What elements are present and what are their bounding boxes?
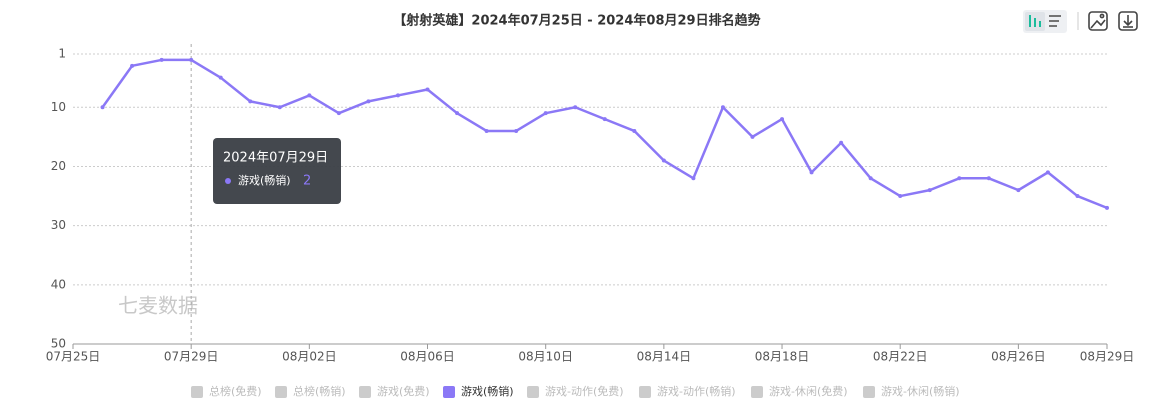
legend-swatch [443, 386, 455, 398]
tooltip-title: 2024年07月29日 [223, 151, 328, 166]
tooltip-value: 2 [303, 174, 311, 189]
point [336, 111, 341, 116]
toolbar [1023, 10, 1138, 33]
legend-item[interactable]: 游戏(免费) [359, 384, 430, 398]
point [159, 57, 164, 62]
point [100, 105, 105, 110]
save-image-button[interactable] [1088, 11, 1108, 31]
point [720, 105, 725, 110]
point [1016, 188, 1021, 193]
legend-label: 游戏-动作(免费) [545, 384, 624, 398]
point [514, 128, 519, 133]
y-tick-label: 20 [51, 159, 66, 173]
point [455, 111, 460, 116]
point [691, 176, 696, 181]
legend-label: 总榜(免费) [209, 384, 262, 398]
x-tick-label: 08月10日 [518, 350, 573, 364]
tooltip-series-name: 游戏(畅销) [238, 173, 291, 187]
chart-title: 【射射英雄】2024年07月25日 - 2024年08月29日排名趋势 [393, 13, 760, 29]
tooltip-box [213, 138, 341, 204]
legend-item[interactable]: 总榜(畅销) [275, 384, 346, 398]
point [839, 140, 844, 145]
x-tick-label: 08月18日 [755, 350, 810, 364]
list-view-button[interactable] [1049, 15, 1061, 27]
point [543, 111, 548, 116]
legend-swatch [863, 386, 875, 398]
point [425, 87, 430, 92]
point [898, 194, 903, 199]
legend-label: 游戏-动作(畅销) [657, 384, 736, 398]
legend-item[interactable]: 总榜(免费) [191, 384, 262, 398]
point [307, 93, 312, 98]
point [1045, 170, 1050, 175]
y-tick-label: 30 [51, 218, 66, 232]
legend-label: 总榜(畅销) [293, 384, 346, 398]
legend-label: 游戏(免费) [377, 384, 430, 398]
legend-swatch [527, 386, 539, 398]
point [927, 188, 932, 193]
x-tick-label: 08月22日 [873, 350, 928, 364]
point [1105, 205, 1109, 210]
legend-swatch [191, 386, 203, 398]
point [366, 99, 371, 104]
x-tick-label: 08月29日 [1080, 350, 1135, 364]
point [1075, 194, 1080, 199]
x-tick-label: 08月14日 [637, 350, 692, 364]
y-tick-label: 50 [51, 337, 66, 351]
point [750, 134, 755, 139]
legend-swatch [639, 386, 651, 398]
x-tick-label: 07月25日 [46, 350, 101, 364]
point [661, 158, 666, 163]
x-tick-label: 08月26日 [991, 350, 1046, 364]
x-tick-label: 08月02日 [282, 350, 337, 364]
legend-item[interactable]: 游戏(畅销) [443, 384, 514, 398]
legend-swatch [359, 386, 371, 398]
x-tick-label: 08月06日 [400, 350, 455, 364]
legend-item[interactable]: 游戏-动作(免费) [527, 384, 624, 398]
point [218, 75, 223, 80]
point [189, 57, 194, 62]
point [130, 63, 135, 68]
tooltip-marker [225, 178, 231, 184]
point [780, 117, 785, 122]
x-tick-label: 07月29日 [164, 350, 219, 364]
point [868, 176, 873, 181]
point [957, 176, 962, 181]
point [986, 176, 991, 181]
legend-item[interactable]: 游戏-休闲(畅销) [863, 384, 960, 398]
y-tick-label: 1 [58, 47, 66, 61]
point [809, 170, 814, 175]
point [248, 99, 253, 104]
legend-item[interactable]: 游戏-动作(畅销) [639, 384, 736, 398]
legend-label: 游戏-休闲(免费) [769, 384, 848, 398]
legend-label: 游戏-休闲(畅销) [881, 384, 960, 398]
legend-label: 游戏(畅销) [461, 384, 514, 398]
point [277, 105, 282, 110]
y-tick-label: 40 [51, 277, 66, 291]
y-tick-label: 10 [51, 100, 66, 114]
point [484, 128, 489, 133]
point [573, 105, 578, 110]
point [602, 117, 607, 122]
legend-item[interactable]: 游戏-休闲(免费) [751, 384, 848, 398]
point [632, 128, 637, 133]
watermark: 七麦数据 [118, 294, 198, 318]
legend-swatch [275, 386, 287, 398]
point [395, 93, 400, 98]
legend-swatch [751, 386, 763, 398]
download-button[interactable] [1118, 11, 1138, 31]
